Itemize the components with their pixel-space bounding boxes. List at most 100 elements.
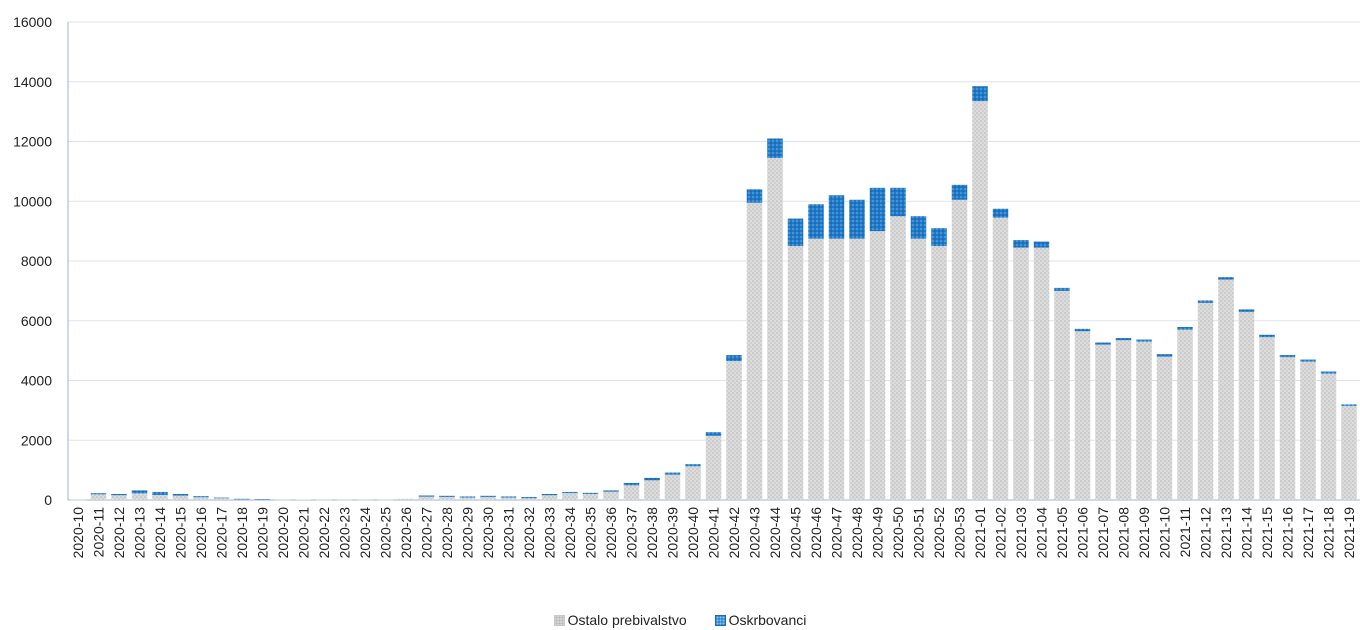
bar-oskrbovanci <box>746 189 763 203</box>
bar-oskrbovanci <box>152 491 168 495</box>
bar-oskrbovanci <box>90 493 107 495</box>
x-tick-label: 2021-08 <box>1116 507 1132 559</box>
legend-label-oskrbovanci: Oskrbovanci <box>728 612 807 628</box>
bar-ostalo-prebivalstvo <box>767 157 783 500</box>
bar-oskrbovanci <box>562 491 578 494</box>
x-tick-label: 2020-19 <box>255 507 271 559</box>
bar-ostalo-prebivalstvo <box>787 246 804 500</box>
bar-oskrbovanci <box>931 228 947 247</box>
bar-ostalo-prebivalstvo <box>1259 337 1275 500</box>
bar-oskrbovanci <box>480 495 496 498</box>
bar-oskrbovanci <box>521 497 537 499</box>
x-tick-label: 2020-37 <box>624 507 640 559</box>
x-tick-label: 2020-39 <box>665 507 681 559</box>
bar-oskrbovanci <box>172 494 189 496</box>
bar-oskrbovanci <box>234 498 250 500</box>
x-tick-label: 2021-01 <box>972 507 988 559</box>
x-tick-label: 2020-38 <box>644 507 660 559</box>
bar-oskrbovanci <box>254 499 271 500</box>
bar-ostalo-prebivalstvo <box>869 231 886 501</box>
bar-ostalo-prebivalstvo <box>1177 329 1193 500</box>
x-tick-label: 2020-10 <box>70 507 86 559</box>
bar-oskrbovanci <box>992 208 1009 218</box>
bar-ostalo-prebivalstvo <box>1033 247 1050 500</box>
bar-ostalo-prebivalstvo <box>131 493 148 500</box>
bar-ostalo-prebivalstvo <box>1341 405 1357 500</box>
bar-ostalo-prebivalstvo <box>664 474 681 500</box>
x-tick-label: 2020-53 <box>952 507 968 559</box>
bar-oskrbovanci <box>1218 277 1234 280</box>
x-tick-label: 2020-29 <box>460 507 476 559</box>
x-tick-label: 2020-26 <box>398 507 414 559</box>
bar-oskrbovanci <box>1074 328 1091 332</box>
y-tick-label: 16000 <box>13 14 52 30</box>
legend-swatch-ostalo-icon <box>553 614 565 626</box>
x-tick-label: 2020-32 <box>521 507 537 559</box>
x-tick-label: 2020-30 <box>480 507 496 559</box>
bar-ostalo-prebivalstvo <box>705 435 722 500</box>
x-tick-label: 2021-19 <box>1341 507 1357 559</box>
x-tick-label: 2020-36 <box>603 507 619 559</box>
bar-ostalo-prebivalstvo <box>357 499 373 501</box>
bar-oskrbovanci <box>1341 404 1357 406</box>
x-tick-label: 2020-49 <box>870 507 886 559</box>
bar-ostalo-prebivalstvo <box>70 499 86 501</box>
x-tick-label: 2021-06 <box>1075 507 1091 559</box>
bar-ostalo-prebivalstvo <box>1095 344 1111 500</box>
x-tick-label: 2020-34 <box>562 507 578 559</box>
bar-ostalo-prebivalstvo <box>90 494 107 500</box>
bar-oskrbovanci <box>890 187 906 217</box>
bar-oskrbovanci <box>1300 359 1316 362</box>
bar-oskrbovanci <box>1054 287 1070 291</box>
x-tick-label: 2020-14 <box>152 507 168 559</box>
x-tick-label: 2020-43 <box>747 507 763 559</box>
bar-ostalo-prebivalstvo <box>1279 357 1296 500</box>
x-tick-label: 2020-24 <box>357 507 373 559</box>
bar-oskrbovanci <box>1197 300 1214 303</box>
bar-ostalo-prebivalstvo <box>439 497 455 500</box>
bar-oskrbovanci <box>787 218 804 247</box>
bar-oskrbovanci <box>418 495 435 497</box>
y-tick-label: 10000 <box>13 193 52 209</box>
bar-oskrbovanci <box>808 204 824 239</box>
bar-ostalo-prebivalstvo <box>1136 341 1152 500</box>
x-tick-label: 2020-16 <box>193 507 209 559</box>
x-tick-label: 2020-52 <box>931 507 947 559</box>
x-tick-label: 2020-47 <box>829 507 845 559</box>
bar-oskrbovanci <box>459 496 476 498</box>
bar-ostalo-prebivalstvo <box>316 499 332 501</box>
bar-oskrbovanci <box>1033 241 1050 248</box>
x-tick-label: 2021-04 <box>1034 507 1050 559</box>
x-tick-label: 2020-31 <box>501 507 517 559</box>
bar-ostalo-prebivalstvo <box>1300 361 1316 500</box>
y-tick-label: 6000 <box>21 313 52 329</box>
bar-ostalo-prebivalstvo <box>746 202 763 501</box>
bar-oskrbovanci <box>1115 338 1132 341</box>
x-tick-label: 2020-11 <box>91 507 107 558</box>
x-tick-label: 2020-41 <box>706 507 722 559</box>
x-tick-label: 2021-07 <box>1095 507 1111 559</box>
bar-ostalo-prebivalstvo <box>275 499 291 501</box>
bar-ostalo-prebivalstvo <box>992 217 1009 500</box>
bar-oskrbovanci <box>664 472 681 475</box>
bar-ostalo-prebivalstvo <box>931 246 947 500</box>
bar-ostalo-prebivalstvo <box>1156 356 1173 500</box>
bar-ostalo-prebivalstvo <box>972 101 988 501</box>
y-tick-label: 8000 <box>21 253 52 269</box>
bar-ostalo-prebivalstvo <box>213 498 230 500</box>
bar-ostalo-prebivalstvo <box>685 466 701 500</box>
x-tick-label: 2020-15 <box>173 507 189 559</box>
bar-oskrbovanci <box>1156 354 1173 357</box>
x-tick-label: 2021-11 <box>1177 507 1193 558</box>
bar-oskrbovanci <box>951 184 968 200</box>
x-tick-label: 2020-20 <box>275 507 291 559</box>
bar-oskrbovanci <box>439 495 455 498</box>
bar-ostalo-prebivalstvo <box>521 498 537 500</box>
y-tick-label: 2000 <box>21 432 52 448</box>
x-tick-label: 2020-50 <box>890 507 906 559</box>
bar-ostalo-prebivalstvo <box>623 485 640 500</box>
bar-oskrbovanci <box>1279 355 1296 358</box>
bar-oskrbovanci <box>972 86 988 102</box>
bar-ostalo-prebivalstvo <box>500 497 517 500</box>
x-tick-label: 2020-48 <box>849 507 865 559</box>
